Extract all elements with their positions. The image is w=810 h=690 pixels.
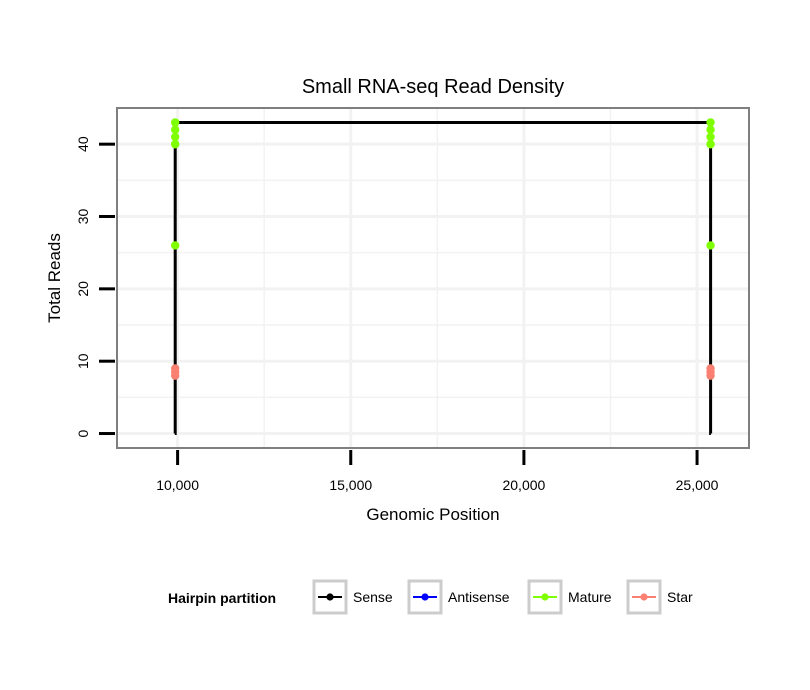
data-point-star	[170, 371, 180, 380]
series-points	[170, 118, 715, 380]
series-line-sense	[173, 121, 713, 435]
series-lines	[173, 121, 713, 435]
legend-title: Hairpin partition	[168, 590, 276, 606]
x-tick-label: 25,000	[676, 477, 719, 493]
y-axis-label: Total Reads	[45, 233, 64, 323]
data-point-mature	[706, 132, 715, 142]
chart-title: Small RNA-seq Read Density	[302, 76, 564, 98]
x-axis-label: Genomic Position	[366, 505, 499, 524]
legend-key-mature	[527, 579, 563, 615]
legend-key-antisense	[407, 579, 443, 615]
x-tick-label: 10,000	[156, 477, 199, 493]
data-point-mature	[170, 241, 180, 250]
y-tick-label: 30	[75, 209, 91, 225]
data-point-mature	[706, 118, 715, 127]
legend-label-sense: Sense	[353, 589, 393, 605]
data-point-mature	[170, 132, 180, 142]
data-point-mature	[170, 139, 180, 149]
legend-label-antisense: Antisense	[448, 589, 510, 605]
grid	[117, 108, 749, 448]
plot-panel-border	[116, 107, 750, 449]
y-tick-label: 0	[75, 429, 91, 437]
y-tick-label: 40	[75, 136, 91, 152]
legend-label-mature: Mature	[568, 589, 612, 605]
axes: 10,000 15,000 20,000 25,000 0 10 20 30 40	[75, 136, 719, 493]
data-point-star	[706, 371, 715, 380]
x-tick-label: 20,000	[502, 477, 545, 493]
data-point-mature	[170, 125, 180, 134]
legend-key-sense	[312, 579, 348, 615]
data-point-mature	[706, 241, 715, 250]
x-tick-label: 15,000	[329, 477, 372, 493]
y-tick-label: 20	[75, 281, 91, 297]
data-point-mature	[706, 125, 715, 134]
legend: Hairpin partition Sense Antisense Mature St…	[168, 579, 693, 615]
y-tick-label: 10	[75, 353, 91, 369]
data-point-mature	[170, 118, 180, 127]
data-point-mature	[706, 139, 715, 149]
legend-key-star	[626, 579, 662, 615]
legend-label-star: Star	[667, 589, 693, 605]
